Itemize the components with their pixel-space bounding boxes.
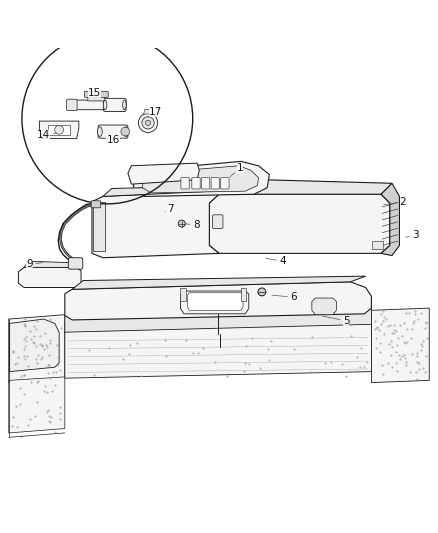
FancyBboxPatch shape — [201, 177, 210, 189]
FancyBboxPatch shape — [221, 177, 229, 189]
FancyBboxPatch shape — [68, 258, 83, 269]
Polygon shape — [18, 268, 81, 287]
Text: 3: 3 — [406, 230, 419, 240]
Text: 1: 1 — [230, 163, 244, 177]
Polygon shape — [241, 287, 246, 301]
FancyBboxPatch shape — [67, 99, 77, 110]
Ellipse shape — [123, 100, 126, 110]
Polygon shape — [187, 293, 243, 310]
Polygon shape — [128, 163, 199, 184]
Ellipse shape — [124, 127, 128, 136]
Text: 16: 16 — [106, 135, 120, 146]
Circle shape — [145, 120, 151, 125]
Polygon shape — [103, 185, 223, 197]
Circle shape — [258, 288, 266, 296]
Circle shape — [55, 125, 64, 134]
Polygon shape — [144, 110, 152, 114]
Polygon shape — [134, 161, 269, 197]
Polygon shape — [180, 291, 249, 314]
Polygon shape — [88, 95, 105, 101]
FancyBboxPatch shape — [98, 125, 128, 138]
FancyBboxPatch shape — [103, 98, 126, 111]
Polygon shape — [24, 261, 81, 268]
Text: 9: 9 — [26, 260, 43, 269]
Text: 5: 5 — [322, 316, 350, 326]
Polygon shape — [372, 241, 383, 249]
Polygon shape — [209, 194, 390, 253]
Text: 14: 14 — [37, 130, 57, 140]
Polygon shape — [72, 276, 366, 289]
Circle shape — [142, 117, 154, 129]
FancyBboxPatch shape — [181, 177, 189, 189]
Polygon shape — [129, 168, 149, 179]
Ellipse shape — [103, 100, 107, 110]
Circle shape — [138, 113, 158, 133]
Polygon shape — [9, 377, 65, 433]
FancyBboxPatch shape — [91, 201, 101, 208]
Ellipse shape — [98, 127, 102, 136]
Text: 15: 15 — [88, 88, 101, 101]
Circle shape — [121, 127, 130, 136]
Polygon shape — [39, 121, 79, 139]
Polygon shape — [9, 314, 65, 383]
Polygon shape — [381, 183, 399, 255]
Polygon shape — [312, 298, 336, 314]
Text: 2: 2 — [384, 197, 406, 207]
FancyBboxPatch shape — [192, 177, 200, 189]
Polygon shape — [65, 308, 371, 333]
Polygon shape — [70, 100, 123, 110]
Polygon shape — [65, 324, 371, 378]
Polygon shape — [371, 308, 429, 383]
Text: 6: 6 — [272, 292, 297, 302]
Text: 17: 17 — [148, 107, 162, 118]
Text: 8: 8 — [186, 220, 200, 230]
Circle shape — [178, 220, 185, 227]
Text: 4: 4 — [265, 256, 286, 266]
Polygon shape — [10, 319, 59, 372]
Polygon shape — [65, 282, 371, 320]
Polygon shape — [219, 179, 392, 194]
Polygon shape — [93, 201, 105, 251]
FancyBboxPatch shape — [211, 177, 219, 189]
FancyBboxPatch shape — [212, 215, 223, 229]
Polygon shape — [48, 125, 70, 135]
Text: 7: 7 — [165, 204, 174, 214]
Polygon shape — [92, 191, 219, 258]
FancyBboxPatch shape — [85, 91, 108, 98]
Polygon shape — [142, 166, 258, 193]
Polygon shape — [180, 287, 186, 301]
